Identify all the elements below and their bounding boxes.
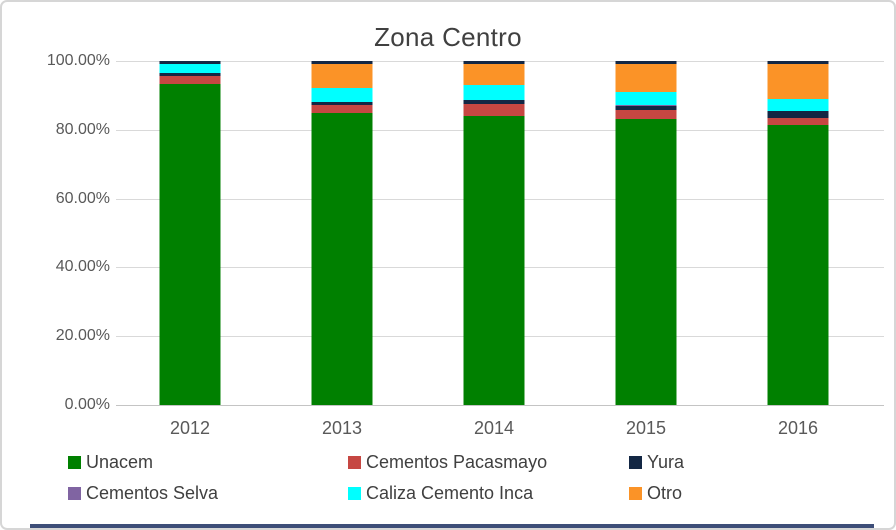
y-tick-label: 100.00% (46, 52, 110, 69)
segment-top-cap (159, 61, 221, 65)
segment-unacem (159, 84, 221, 405)
legend-swatch-icon (68, 455, 81, 469)
segment-top-cap (463, 61, 525, 65)
x-tick-label: 2015 (625, 418, 667, 438)
segment-caliza-cemento-inca (767, 98, 829, 111)
segment-unacem (767, 125, 829, 405)
segment-otro (615, 63, 677, 92)
segment-caliza-cemento-inca (463, 85, 525, 100)
legend-label: Cementos Pacasmayo (366, 452, 548, 472)
bar-slot-2014 (418, 61, 570, 405)
segment-unacem (463, 116, 525, 405)
segment-caliza-cemento-inca (615, 91, 677, 106)
segment-otro (767, 64, 829, 99)
segment-top-cap (311, 61, 373, 65)
legend-label: Unacem (86, 452, 154, 472)
segment-yura (615, 105, 677, 110)
segment-cementos-pacasmayo (311, 105, 373, 113)
bar-slot-2016 (722, 61, 874, 405)
legend-swatch-icon (629, 486, 642, 500)
segment-otro (311, 64, 373, 89)
stacked-bar-2013 (311, 61, 373, 405)
x-tick-label: 2014 (473, 418, 515, 438)
segment-unacem (615, 119, 677, 405)
x-axis: 2012 2013 2014 2015 2016 (114, 418, 874, 439)
legend-item-cementos-pacasmayo: Cementos Pacasmayo (348, 452, 629, 472)
legend-label: Yura (647, 452, 685, 472)
chart-title: Zona Centro (374, 22, 522, 52)
segment-cementos-pacasmayo (767, 118, 829, 126)
legend-item-caliza-cemento-inca: Caliza Cemento Inca (348, 483, 629, 503)
segment-yura (159, 73, 221, 77)
y-tick-label: 80.00% (55, 120, 110, 138)
y-tick-label: 20.00% (55, 327, 110, 345)
segment-cementos-pacasmayo (159, 76, 221, 85)
stacked-bar-2012 (159, 61, 221, 405)
legend-swatch-icon (629, 455, 642, 469)
segment-yura (463, 99, 525, 105)
y-tick-label: 60.00% (55, 189, 110, 207)
stacked-bar-2015 (615, 61, 677, 405)
bar-slot-2013 (266, 61, 418, 405)
bar-slot-2012 (114, 61, 266, 405)
x-tick-label: 2016 (777, 418, 819, 438)
legend: Unacem Cementos Pacasmayo Yura Cementos Sel… (68, 452, 868, 503)
legend-swatch-icon (68, 486, 81, 500)
plot-area (114, 61, 874, 405)
stacked-bar-2014 (463, 61, 525, 405)
segment-yura (311, 101, 373, 106)
segment-top-cap (615, 61, 677, 64)
segment-otro (463, 64, 525, 86)
gridline (116, 405, 884, 406)
segment-cementos-pacasmayo (463, 104, 525, 117)
segment-cementos-pacasmayo (615, 109, 677, 120)
legend-item-unacem: Unacem (68, 452, 348, 472)
legend-label: Caliza Cemento Inca (366, 483, 534, 503)
segment-top-cap (767, 61, 829, 65)
segment-caliza-cemento-inca (311, 88, 373, 102)
bottom-edge-strip (30, 524, 874, 528)
x-tick-label: 2013 (321, 418, 363, 438)
x-tick-label: 2012 (169, 418, 211, 438)
legend-label: Cementos Selva (86, 483, 219, 503)
legend-label: Otro (647, 483, 683, 503)
legend-item-cementos-selva: Cementos Selva (68, 483, 348, 503)
y-tick-label: 40.00% (55, 258, 110, 276)
segment-yura (767, 111, 829, 119)
segment-unacem (311, 112, 373, 405)
legend-item-otro: Otro (629, 483, 868, 503)
legend-swatch-icon (348, 486, 361, 500)
stacked-bar-2016 (767, 61, 829, 405)
legend-item-yura: Yura (629, 452, 868, 472)
bar-slot-2015 (570, 61, 722, 405)
segment-caliza-cemento-inca (159, 64, 221, 74)
y-tick-label: 0.00% (64, 396, 110, 413)
legend-swatch-icon (348, 455, 361, 469)
